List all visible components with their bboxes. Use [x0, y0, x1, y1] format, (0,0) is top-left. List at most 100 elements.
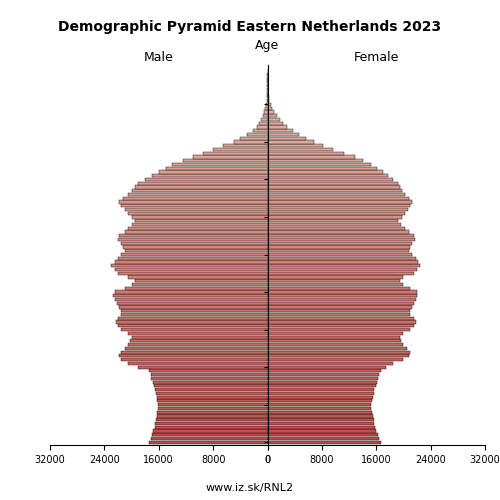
- Bar: [264, 110, 268, 114]
- Bar: [268, 283, 404, 286]
- Bar: [268, 156, 354, 158]
- Bar: [268, 377, 378, 380]
- Bar: [120, 200, 268, 203]
- Bar: [268, 106, 272, 110]
- Bar: [152, 380, 268, 384]
- Bar: [268, 219, 398, 222]
- Bar: [268, 384, 376, 388]
- Bar: [150, 437, 268, 440]
- Bar: [224, 144, 268, 148]
- Bar: [268, 354, 409, 358]
- Title: Female: Female: [354, 51, 399, 64]
- Bar: [132, 336, 268, 338]
- Bar: [114, 290, 268, 294]
- Bar: [268, 186, 400, 188]
- Bar: [128, 362, 268, 365]
- Bar: [125, 347, 268, 350]
- Bar: [203, 152, 268, 155]
- Bar: [268, 388, 374, 391]
- Bar: [268, 332, 404, 335]
- Bar: [268, 170, 383, 173]
- Bar: [122, 242, 268, 245]
- Bar: [154, 426, 268, 429]
- Bar: [122, 350, 268, 354]
- Bar: [118, 256, 268, 260]
- Bar: [120, 234, 268, 237]
- Bar: [145, 178, 268, 181]
- Bar: [124, 246, 268, 248]
- Bar: [128, 332, 268, 335]
- Bar: [268, 414, 373, 418]
- Bar: [268, 238, 415, 241]
- Bar: [156, 418, 268, 422]
- Bar: [172, 163, 268, 166]
- Bar: [268, 110, 274, 114]
- Bar: [118, 238, 268, 241]
- Bar: [268, 340, 402, 342]
- Bar: [152, 433, 268, 436]
- Bar: [148, 370, 268, 372]
- Bar: [268, 324, 414, 328]
- Title: Male: Male: [144, 51, 174, 64]
- Bar: [156, 388, 268, 391]
- Bar: [267, 99, 268, 102]
- Bar: [268, 298, 416, 301]
- Bar: [116, 320, 268, 324]
- Bar: [268, 286, 410, 290]
- Bar: [268, 343, 404, 346]
- Bar: [268, 347, 407, 350]
- Bar: [135, 279, 268, 282]
- Bar: [268, 440, 381, 444]
- Bar: [268, 328, 410, 331]
- Bar: [268, 216, 402, 218]
- Bar: [268, 407, 372, 410]
- Bar: [132, 223, 268, 226]
- Text: Age: Age: [256, 40, 280, 52]
- Bar: [120, 354, 268, 358]
- Bar: [116, 302, 268, 305]
- Bar: [268, 118, 280, 121]
- Text: www.iz.sk/RNL2: www.iz.sk/RNL2: [206, 482, 294, 492]
- Bar: [114, 260, 268, 264]
- Bar: [156, 414, 268, 418]
- Bar: [114, 268, 268, 271]
- Bar: [124, 196, 268, 200]
- Bar: [260, 122, 268, 125]
- Bar: [268, 256, 416, 260]
- Bar: [268, 336, 400, 338]
- Bar: [268, 306, 412, 308]
- Bar: [125, 230, 268, 234]
- Bar: [128, 226, 268, 230]
- Bar: [111, 264, 268, 268]
- Text: Demographic Pyramid Eastern Netherlands 2023: Demographic Pyramid Eastern Netherlands …: [58, 20, 442, 34]
- Bar: [268, 196, 409, 200]
- Bar: [156, 392, 268, 395]
- Bar: [268, 380, 377, 384]
- Bar: [268, 260, 418, 264]
- Bar: [268, 208, 408, 211]
- Bar: [138, 366, 268, 368]
- Bar: [268, 99, 270, 102]
- Bar: [268, 316, 414, 320]
- Bar: [268, 133, 299, 136]
- Bar: [268, 212, 405, 215]
- Bar: [268, 309, 410, 312]
- Bar: [268, 366, 386, 368]
- Bar: [268, 253, 412, 256]
- Bar: [130, 340, 268, 342]
- Bar: [268, 144, 323, 148]
- Bar: [268, 189, 402, 192]
- Bar: [268, 294, 417, 298]
- Bar: [268, 370, 381, 372]
- Bar: [268, 430, 376, 432]
- Bar: [213, 148, 268, 151]
- Bar: [268, 230, 409, 234]
- Bar: [268, 410, 372, 414]
- Bar: [268, 249, 409, 252]
- Bar: [268, 290, 417, 294]
- Bar: [118, 272, 268, 275]
- Bar: [262, 118, 268, 121]
- Bar: [132, 216, 268, 218]
- Bar: [158, 407, 268, 410]
- Bar: [122, 358, 268, 361]
